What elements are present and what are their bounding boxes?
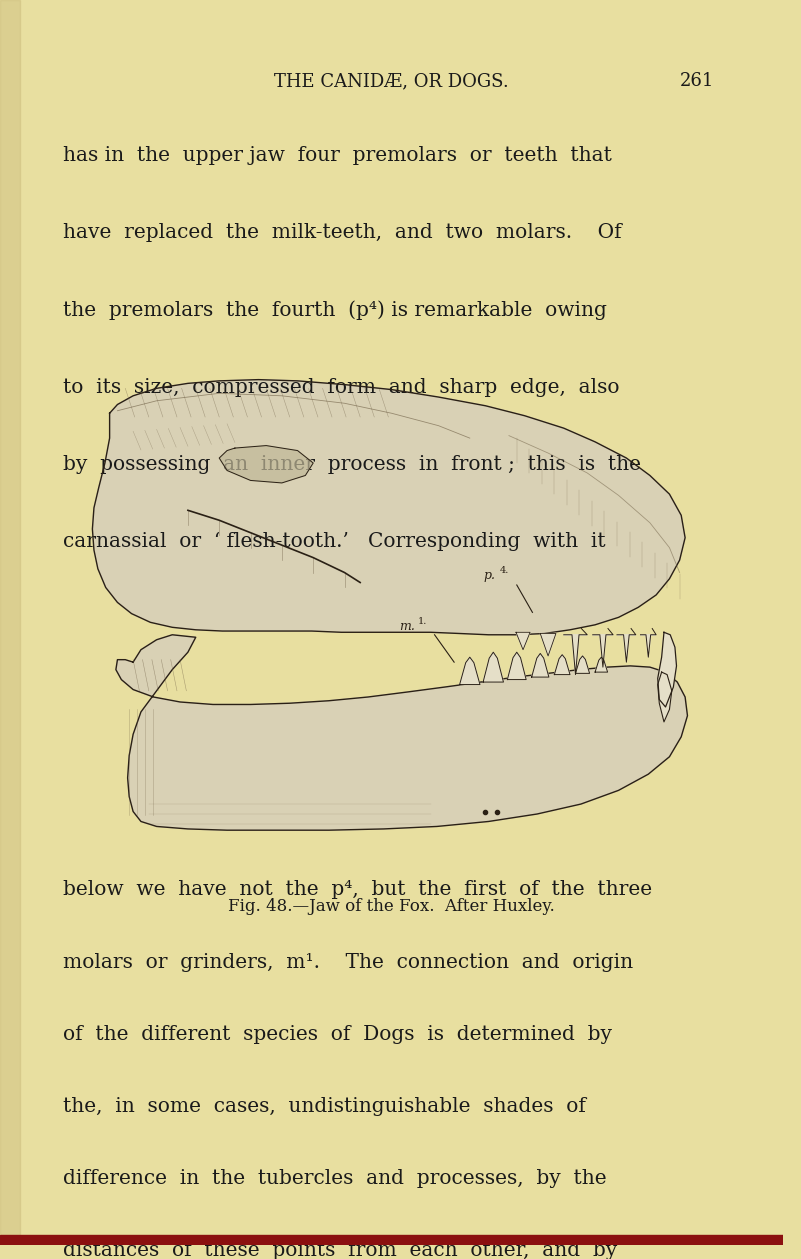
Text: distances  of  these  points  from  each  other,  and  by: distances of these points from each othe… xyxy=(62,1241,617,1259)
Text: the,  in  some  cases,  undistinguishable  shades  of: the, in some cases, undistinguishable sh… xyxy=(62,1097,586,1115)
Bar xyxy=(0,1235,783,1245)
Polygon shape xyxy=(540,633,556,656)
Text: THE CANIDÆ, OR DOGS.: THE CANIDÆ, OR DOGS. xyxy=(274,72,509,89)
Polygon shape xyxy=(507,652,526,680)
Polygon shape xyxy=(483,652,504,682)
Text: molars  or  grinders,  m¹.    The  connection  and  origin: molars or grinders, m¹. The connection a… xyxy=(62,953,633,972)
Text: carnassial  or  ‘ flesh-tooth.’   Corresponding  with  it: carnassial or ‘ flesh-tooth.’ Correspond… xyxy=(62,531,606,551)
Polygon shape xyxy=(658,632,677,708)
Text: Fig. 48.—Jaw of the Fox.  After Huxley.: Fig. 48.—Jaw of the Fox. After Huxley. xyxy=(228,898,555,914)
Polygon shape xyxy=(658,672,672,721)
Text: m.: m. xyxy=(400,619,415,633)
Text: have  replaced  the  milk-teeth,  and  two  molars.    Of: have replaced the milk-teeth, and two mo… xyxy=(62,223,622,242)
Text: 4.: 4. xyxy=(500,565,509,574)
Bar xyxy=(0,0,19,1245)
Text: the  premolars  the  fourth  (p⁴) is remarkable  owing: the premolars the fourth (p⁴) is remarka… xyxy=(62,300,606,320)
Text: difference  in  the  tubercles  and  processes,  by  the: difference in the tubercles and processe… xyxy=(62,1170,606,1188)
Polygon shape xyxy=(564,635,587,675)
Text: of  the  different  species  of  Dogs  is  determined  by: of the different species of Dogs is dete… xyxy=(62,1025,612,1044)
Polygon shape xyxy=(460,657,480,685)
Polygon shape xyxy=(532,653,549,677)
Polygon shape xyxy=(593,635,613,667)
Text: to  its  size,  compressed  form  and  sharp  edge,  also: to its size, compressed form and sharp e… xyxy=(62,378,619,397)
Polygon shape xyxy=(516,632,530,650)
Text: 261: 261 xyxy=(680,72,714,89)
Polygon shape xyxy=(617,635,636,662)
Polygon shape xyxy=(554,655,570,675)
Polygon shape xyxy=(595,657,608,672)
Text: below  we  have  not  the  p⁴,  but  the  first  of  the  three: below we have not the p⁴, but the first … xyxy=(62,880,652,899)
Polygon shape xyxy=(92,380,685,635)
Polygon shape xyxy=(641,635,656,657)
Polygon shape xyxy=(116,635,687,830)
Text: by  possessing  an  inner  process  in  front ;  this  is  the: by possessing an inner process in front … xyxy=(62,454,641,473)
Polygon shape xyxy=(575,656,590,674)
Polygon shape xyxy=(219,446,313,483)
Text: p.: p. xyxy=(484,569,496,582)
Text: has in  the  upper jaw  four  premolars  or  teeth  that: has in the upper jaw four premolars or t… xyxy=(62,146,611,165)
Text: 1.: 1. xyxy=(417,617,427,626)
